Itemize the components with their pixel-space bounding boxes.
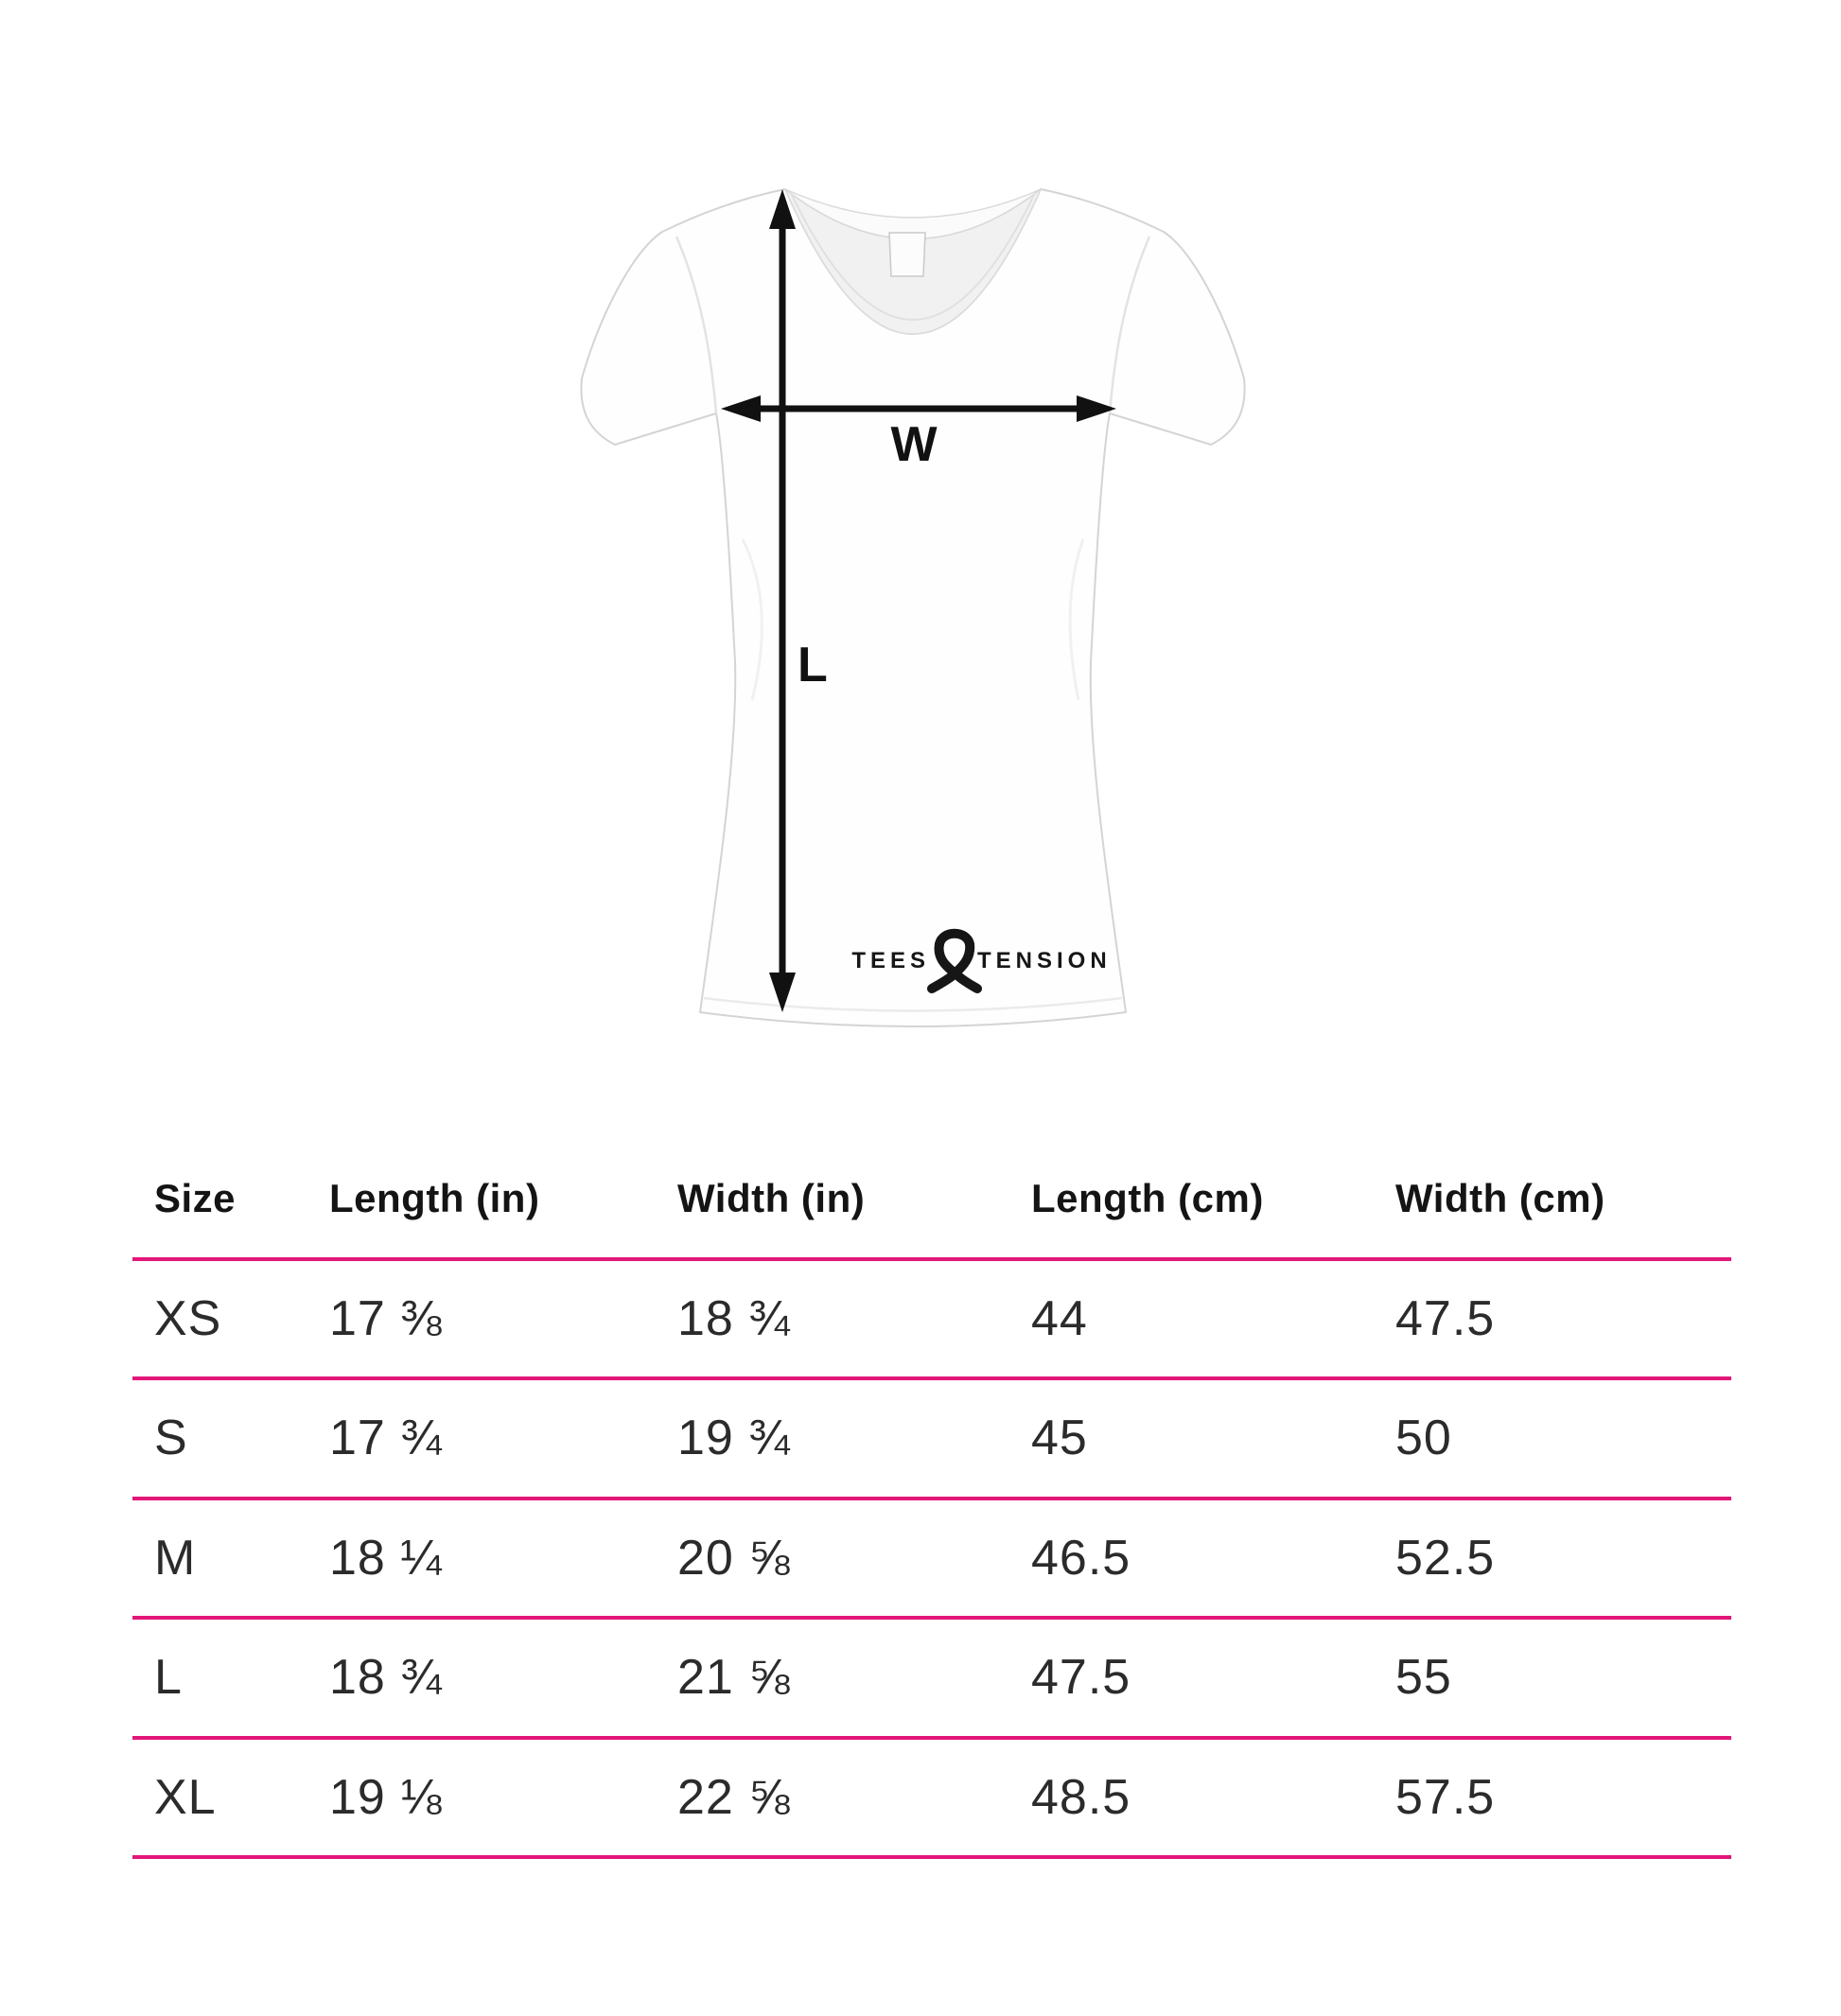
width-label: W bbox=[890, 417, 938, 472]
width-arrow bbox=[721, 395, 1116, 422]
cell-length-in: 17 ⅜ bbox=[329, 1290, 443, 1346]
cell-length-cm: 45 bbox=[1031, 1411, 1088, 1466]
cell-width-in: 20 ⅝ bbox=[677, 1530, 791, 1586]
cell-size: L bbox=[154, 1650, 183, 1706]
size-table: Size Length (in) Width (in) Length (cm) … bbox=[132, 1141, 1731, 1859]
table-row-xs: XS 17 ⅜ 18 ¾ 44 47.5 bbox=[132, 1261, 1731, 1380]
cell-width-cm: 55 bbox=[1395, 1650, 1452, 1706]
table-row-l: L 18 ¾ 21 ⅝ 47.5 55 bbox=[132, 1620, 1731, 1740]
cell-size: XS bbox=[154, 1290, 222, 1346]
table-row-s: S 17 ¾ 19 ¾ 45 50 bbox=[132, 1380, 1731, 1500]
brand-logo-right: TENSION bbox=[977, 948, 1112, 973]
brand-logo: TEES TENSION bbox=[851, 928, 1112, 993]
cell-width-cm: 50 bbox=[1395, 1411, 1452, 1466]
cell-width-in: 22 ⅝ bbox=[677, 1769, 791, 1825]
cell-length-in: 18 ¾ bbox=[329, 1650, 443, 1706]
front-collar-stitch bbox=[790, 192, 1036, 321]
column-header-length-in: Length (in) bbox=[329, 1176, 540, 1221]
column-header-size: Size bbox=[154, 1176, 237, 1221]
length-arrow bbox=[769, 189, 796, 1012]
ampersand-icon bbox=[927, 928, 982, 993]
cell-length-cm: 44 bbox=[1031, 1290, 1088, 1346]
table-row-m: M 18 ¼ 20 ⅝ 46.5 52.5 bbox=[132, 1500, 1731, 1620]
wrinkle-line bbox=[1068, 538, 1085, 701]
column-header-width-in: Width (in) bbox=[677, 1176, 866, 1221]
back-collar-band bbox=[784, 188, 1042, 240]
cell-length-in: 18 ¼ bbox=[329, 1530, 443, 1586]
armhole-seam-left bbox=[675, 236, 718, 414]
cell-length-cm: 47.5 bbox=[1031, 1650, 1131, 1706]
tshirt-diagram: W L TEES TENSION bbox=[580, 188, 1246, 1027]
hem-stitch bbox=[703, 996, 1123, 1012]
cell-width-cm: 57.5 bbox=[1395, 1769, 1496, 1825]
column-header-length-cm: Length (cm) bbox=[1031, 1176, 1264, 1221]
cell-width-in: 18 ¾ bbox=[677, 1290, 791, 1346]
cell-size: M bbox=[154, 1530, 197, 1586]
cell-size: XL bbox=[154, 1769, 217, 1825]
neck-tag bbox=[888, 232, 926, 277]
wrinkle-line bbox=[741, 538, 763, 701]
cell-width-in: 21 ⅝ bbox=[677, 1650, 791, 1706]
column-header-width-cm: Width (cm) bbox=[1395, 1176, 1605, 1221]
cell-size: S bbox=[154, 1411, 188, 1466]
cell-width-cm: 52.5 bbox=[1395, 1530, 1496, 1586]
cell-width-in: 19 ¾ bbox=[677, 1411, 791, 1466]
table-row-xl: XL 19 ⅛ 22 ⅝ 48.5 57.5 bbox=[132, 1740, 1731, 1859]
cell-length-cm: 48.5 bbox=[1031, 1769, 1131, 1825]
brand-logo-left: TEES bbox=[851, 948, 930, 973]
armhole-seam-right bbox=[1108, 236, 1151, 414]
cell-width-cm: 47.5 bbox=[1395, 1290, 1496, 1346]
cell-length-in: 19 ⅛ bbox=[329, 1769, 443, 1825]
length-label: L bbox=[798, 638, 828, 692]
cell-length-cm: 46.5 bbox=[1031, 1530, 1131, 1586]
table-header-row: Size Length (in) Width (in) Length (cm) … bbox=[132, 1141, 1731, 1261]
cell-length-in: 17 ¾ bbox=[329, 1411, 443, 1466]
